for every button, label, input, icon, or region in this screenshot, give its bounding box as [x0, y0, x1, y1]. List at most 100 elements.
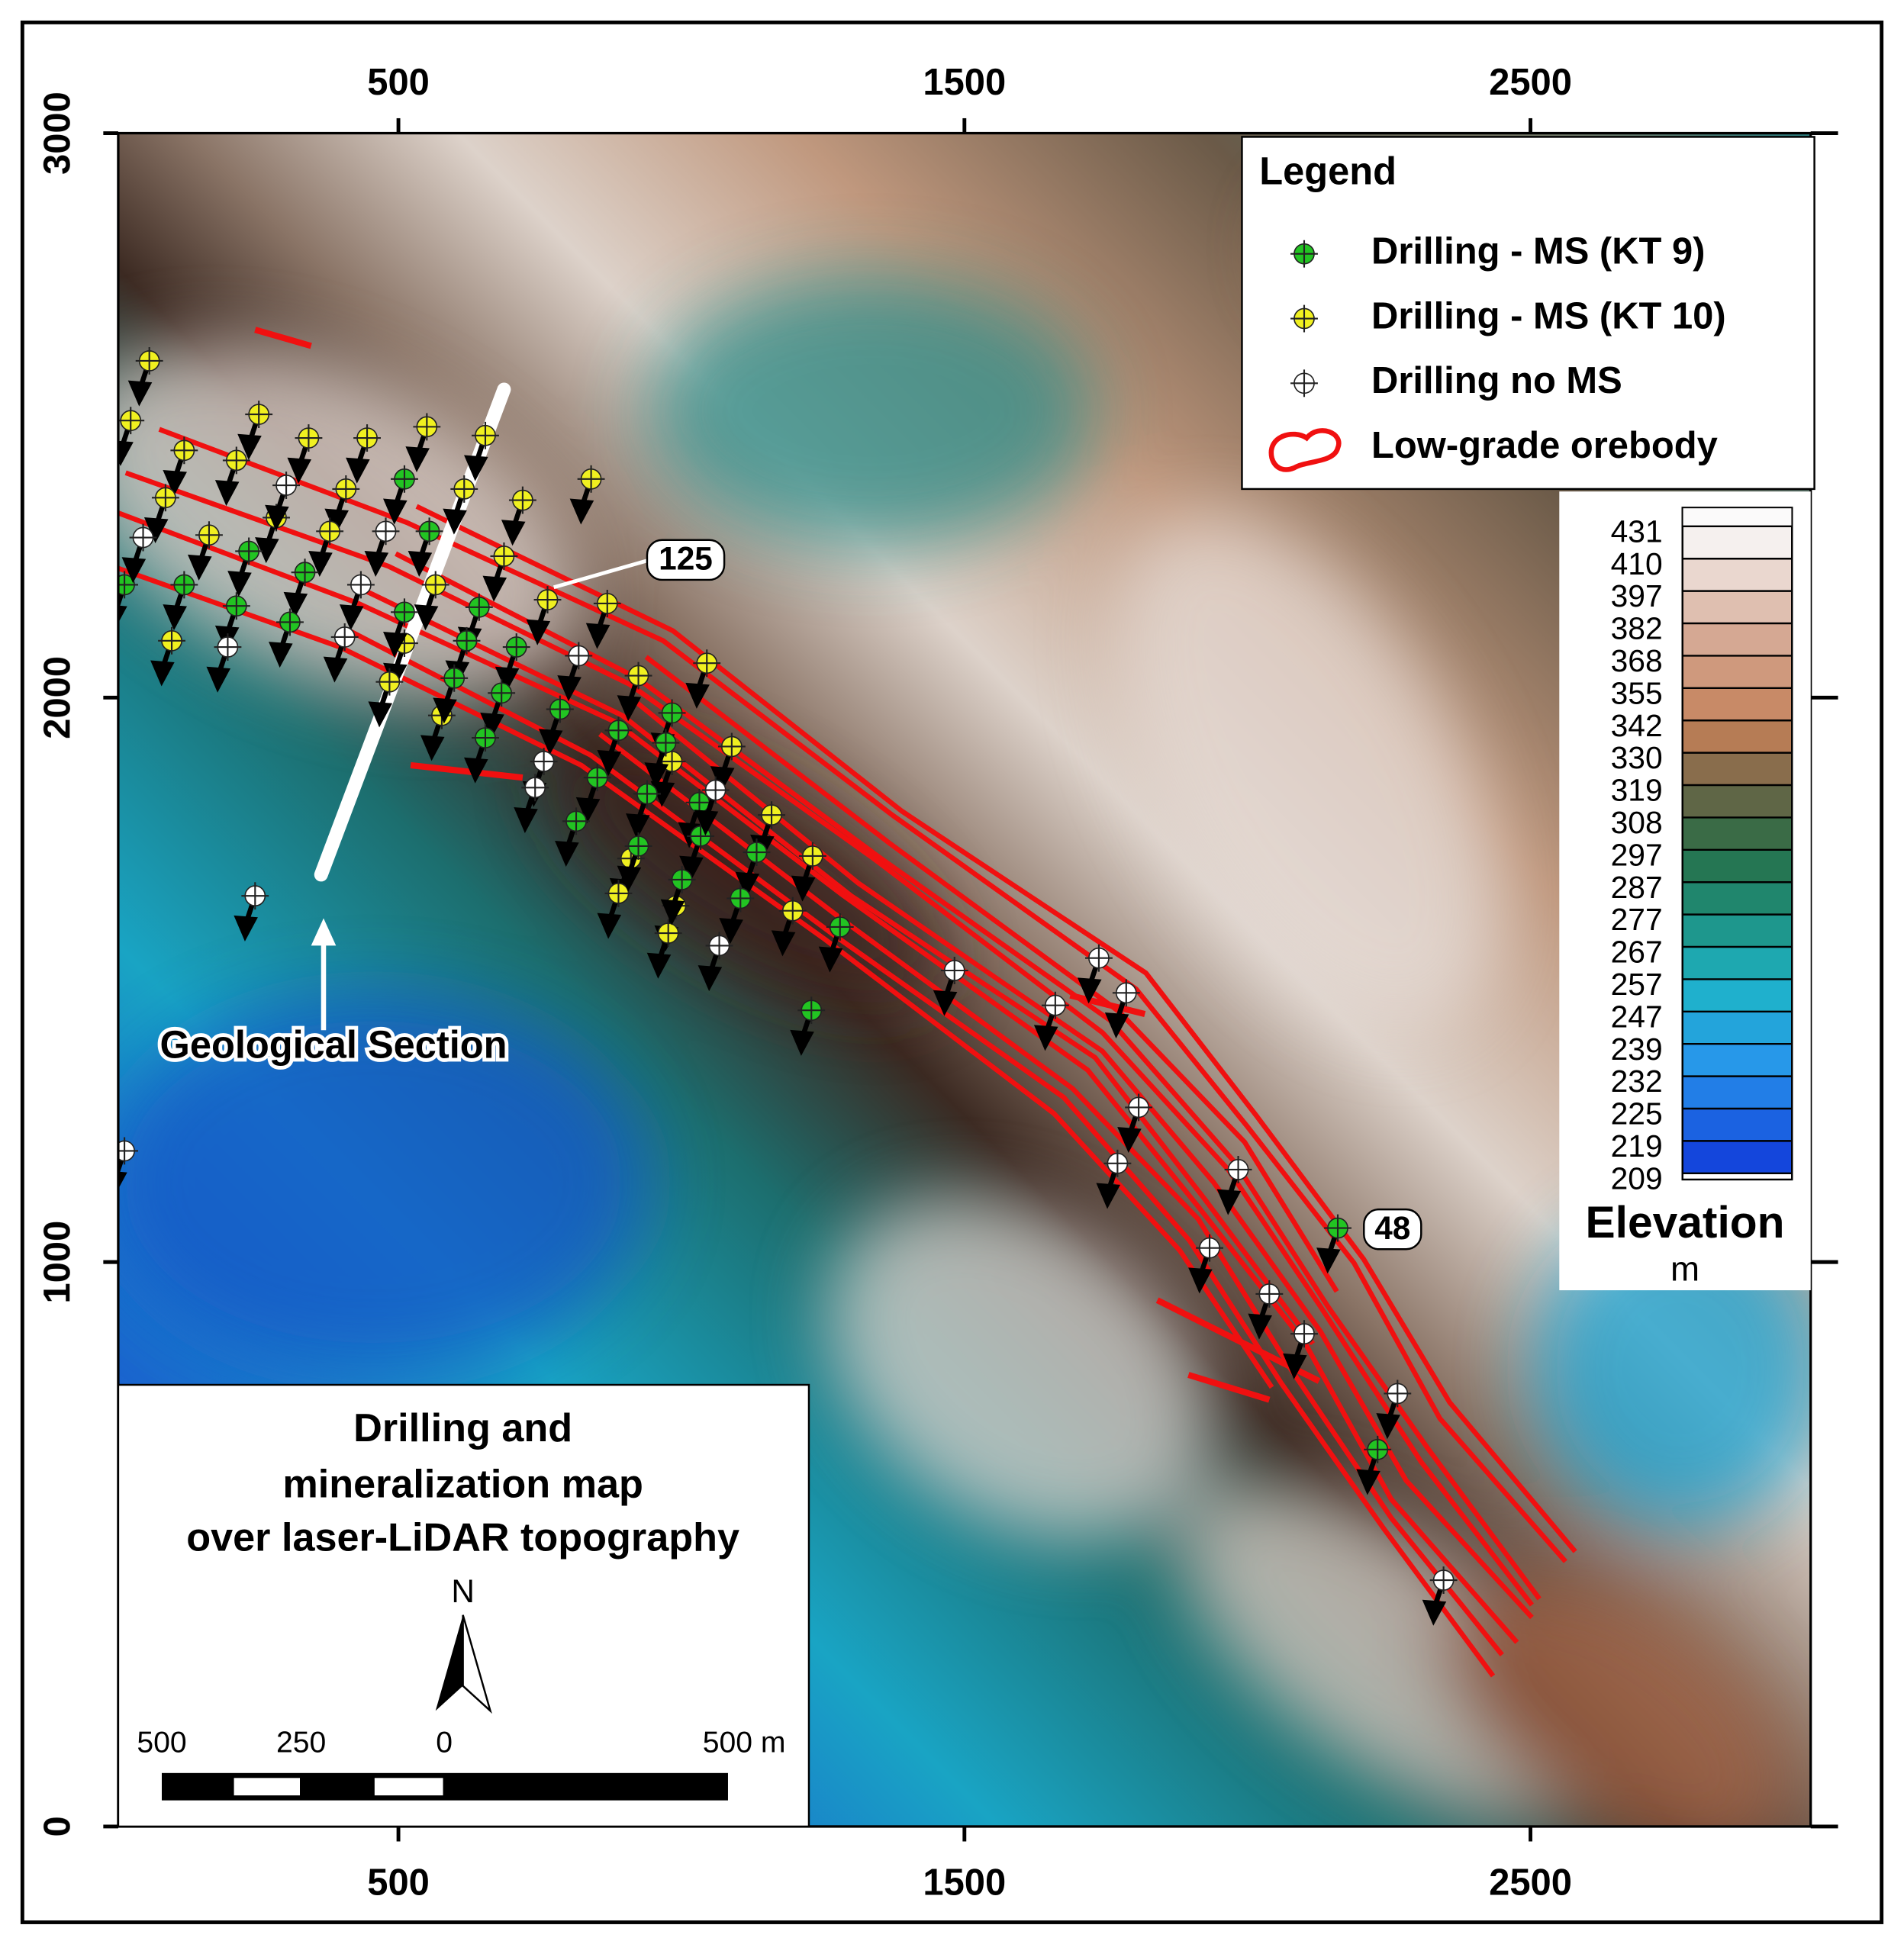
colorbar: 4314103973823683553423303193082972872772…: [1611, 507, 1793, 1196]
hole-cross: [391, 465, 418, 493]
hole-cross: [654, 919, 682, 948]
colorbar-band: [1682, 1044, 1793, 1077]
hole-cross: [583, 764, 611, 792]
colorbar-band: [1682, 752, 1793, 786]
hole-cross: [222, 446, 250, 475]
leader-line: [553, 558, 650, 590]
orebody-line: [158, 427, 1567, 1563]
hole-cross: [158, 626, 185, 655]
hole-cross: [1364, 1435, 1392, 1463]
orebody-line: [254, 327, 312, 349]
hole-cross: [1112, 979, 1140, 1007]
label-box: [1363, 1208, 1422, 1251]
hole-cross: [375, 668, 404, 696]
colorbar-label: 397: [1611, 578, 1663, 613]
colorbar-label: 277: [1611, 902, 1663, 937]
hole-cross: [1196, 1234, 1223, 1262]
hole-cross: [797, 996, 826, 1025]
hole-cross: [1224, 1155, 1252, 1183]
colorbar-band: [1682, 655, 1793, 689]
legend-orebody: [1268, 428, 1342, 472]
colorbar-label: 330: [1611, 740, 1663, 775]
drill-holes: [118, 347, 1458, 1626]
hole-cross: [276, 608, 304, 636]
hole-cross: [222, 592, 250, 620]
title-line: over laser-LiDAR topography: [186, 1516, 739, 1560]
colorbar-band: [1682, 720, 1793, 754]
colorbar-label: 431: [1611, 513, 1663, 549]
orebody-line: [1187, 1372, 1271, 1403]
hole-cross: [1084, 944, 1113, 972]
hole-cross: [135, 347, 163, 375]
hole-cross: [291, 558, 319, 587]
hole-cross: [1290, 240, 1318, 268]
hole-cross: [693, 649, 721, 678]
hole-label: 48: [1374, 1210, 1410, 1246]
orebody-line: [348, 628, 1496, 1678]
hole-cross: [798, 842, 826, 870]
hole-cross: [726, 884, 755, 913]
scale-bar: [161, 1772, 728, 1801]
colorbar-band: [1682, 1141, 1793, 1174]
legend-label: Drilling no MS: [1371, 360, 1622, 401]
hole-cross: [1125, 1093, 1153, 1122]
colorbar-band: [1682, 591, 1793, 624]
hole-cross: [1103, 1149, 1132, 1177]
hole-cross: [1290, 369, 1318, 398]
legend-items: Drilling - MS (KT 9) Drilling - MS (KT 10…: [1268, 231, 1726, 472]
colorbar-label: 232: [1611, 1064, 1663, 1099]
y-tick-label: 3000: [37, 92, 78, 175]
x-tick-label: 500: [367, 1862, 430, 1904]
colorbar-label: 267: [1611, 935, 1663, 970]
colorbar-band: [1682, 558, 1793, 592]
hole-cross: [1255, 1280, 1284, 1308]
hole-cross: [316, 517, 344, 546]
hole-cross: [717, 732, 746, 761]
colorbar-band: [1682, 1109, 1793, 1142]
hole-cross: [826, 913, 854, 941]
hole-cross: [214, 633, 242, 661]
hole-cross: [604, 716, 633, 745]
hole-cross: [488, 679, 516, 707]
y-tick-label: 2000: [37, 656, 78, 739]
hole-cross: [413, 413, 441, 441]
x-tick-label: 1500: [923, 1862, 1006, 1904]
hole-cross: [562, 807, 590, 835]
hole-cross: [940, 957, 968, 984]
colorbar-band: [1682, 1011, 1793, 1045]
hole-cross: [118, 407, 145, 435]
colorbar-band: [1682, 817, 1793, 851]
orebody-line: [1069, 992, 1146, 1018]
hole-cross: [472, 724, 499, 752]
colorbar-band: [1682, 979, 1793, 1012]
colorbar-band: [1682, 947, 1793, 980]
hole-cross: [346, 571, 375, 599]
section-label: Geological Section: [160, 1022, 507, 1066]
title-box: [117, 1383, 810, 1828]
hole-cross: [272, 472, 301, 499]
hole-cross: [415, 517, 443, 546]
hole-cross: [565, 642, 593, 670]
hole-cross: [701, 776, 730, 804]
hole-cross: [624, 661, 652, 690]
hole-cross: [624, 832, 652, 860]
colorbar-band: [1682, 882, 1793, 916]
hole-cross: [705, 932, 733, 960]
hole-cross: [1324, 1214, 1351, 1242]
hole-cross: [1429, 1566, 1458, 1594]
hole-cross: [652, 729, 680, 757]
hole-cross: [453, 626, 481, 655]
colorbar-title: Elevation: [1586, 1198, 1785, 1247]
hole-cross: [1290, 304, 1318, 333]
hole-cross: [633, 780, 661, 808]
hole-cross: [235, 537, 263, 565]
colorbar-label: 209: [1611, 1160, 1663, 1196]
label-box: [646, 539, 726, 581]
orebody-line: [410, 761, 524, 781]
north-arrow: [462, 1614, 492, 1714]
hole-cross: [1384, 1379, 1412, 1408]
colorbar-band: [1682, 526, 1793, 560]
colorbar-label: 355: [1611, 675, 1663, 710]
x-tick-label: 2500: [1489, 62, 1572, 103]
